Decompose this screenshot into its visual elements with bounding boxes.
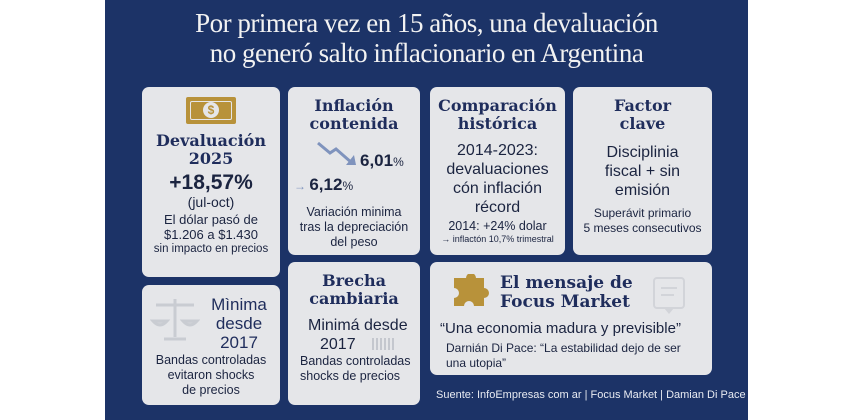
- card-note: → inflactón 10,7% trimestral: [441, 234, 554, 244]
- card-text: Bandas controladas evitaron shocks de prec…: [155, 353, 267, 397]
- inflation-value-1: 6,01%: [360, 151, 404, 170]
- card-mensaje: El mensaje de Focus Market “Una economia …: [430, 262, 712, 375]
- card-text: El dólar pasó de $1.206 a $1.430: [164, 212, 258, 242]
- quote: “Una economia madura y previsible”: [440, 320, 681, 337]
- card-heading: El mensaje de Focus Market: [500, 273, 633, 312]
- card-big-text: Minimá desde 2017: [308, 317, 408, 353]
- card-brecha: Brecha cambiaria Minimá desde 2017 Bandas …: [288, 262, 420, 405]
- card-inflacion: Inflación contenida 6,01% → 6,12% Variaci…: [288, 87, 420, 255]
- card-note: sin impacto en precios: [153, 243, 269, 255]
- card-devaluacion: $ Devaluación 2025 +18,57% (jul-oct) El d…: [142, 87, 280, 277]
- source-credit: Suente: InfoEmpresas com ar | Focus Mark…: [436, 389, 746, 401]
- card-factor: Factor clave Disciplinia fiscal + sin emisi…: [573, 87, 712, 255]
- period: (jul-oct): [187, 194, 235, 210]
- dollar-bill-icon: $: [186, 97, 236, 124]
- card-minima: Mìnima desde 2017 Bandas controladas evitar…: [142, 285, 280, 405]
- card-text: Variación minima tras la depreciación del …: [299, 205, 409, 249]
- card-big-text: Disciplinia fiscal + sin emisión: [604, 144, 681, 199]
- card-heading: Devaluación 2025: [156, 131, 266, 168]
- card-text: Superávit primario 5 meses consecutivos: [583, 206, 702, 235]
- bar-decoration-icon: [372, 338, 396, 350]
- card-heading: Comparación histórica: [438, 96, 557, 133]
- card-comparacion: Comparación histórica 2014-2023: devaluaci…: [430, 87, 565, 255]
- attribution: Darnián Di Pace: “La estabilidad dejo de…: [446, 341, 681, 370]
- right-arrow-icon: →: [294, 179, 310, 193]
- document-icon: [653, 277, 685, 314]
- card-heading: Factor clave: [613, 96, 672, 133]
- card-text: 2014: +24% dolar: [448, 219, 547, 233]
- scale-icon: [150, 299, 200, 341]
- card-heading: Mìnima desde 2017: [211, 295, 267, 352]
- card-heading: Inflación contenida: [309, 96, 399, 133]
- puzzle-icon: [454, 274, 489, 306]
- inflation-value-2: → 6,12%: [294, 175, 354, 194]
- down-trend-arrow-icon: [317, 141, 356, 165]
- page-title: Por primera vez en 15 años, una devaluac…: [195, 8, 658, 68]
- card-heading: Brecha cambiaria: [309, 271, 399, 308]
- card-big-text: 2014-2023: devaluaciones cón inflación réco…: [446, 142, 549, 216]
- devaluation-value: +18,57%: [169, 171, 253, 194]
- card-text: Bandas controladas shocks de precios: [300, 354, 411, 383]
